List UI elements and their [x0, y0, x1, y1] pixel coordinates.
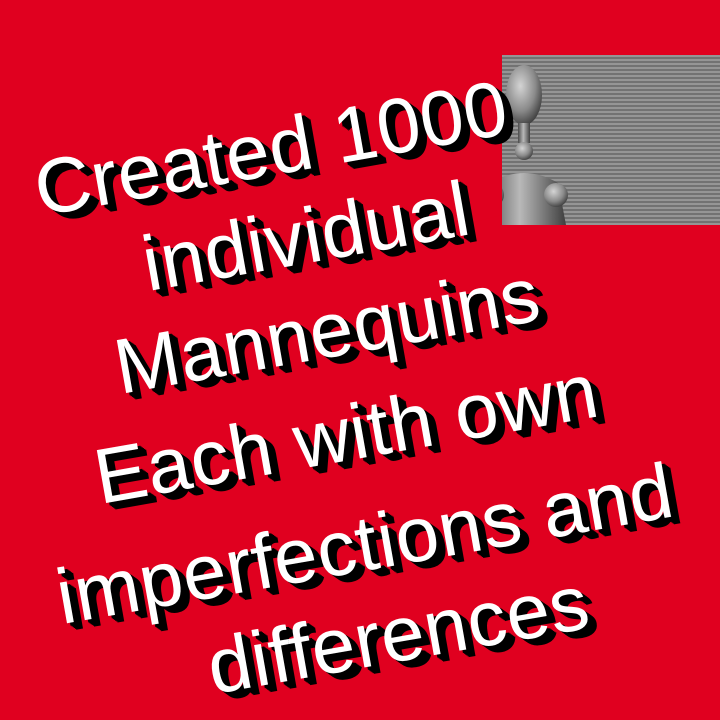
headline-line-2: individual — [135, 163, 477, 308]
headline-line-6: differences — [200, 557, 596, 711]
headline-line-5: imperfections and — [49, 445, 680, 641]
headline-line-1: Created 1000 — [27, 63, 515, 233]
mannequin-crowd-image — [462, 55, 720, 225]
headline-line-4: Each with own — [87, 345, 605, 521]
headline-line-3: Mannequins — [107, 249, 547, 411]
